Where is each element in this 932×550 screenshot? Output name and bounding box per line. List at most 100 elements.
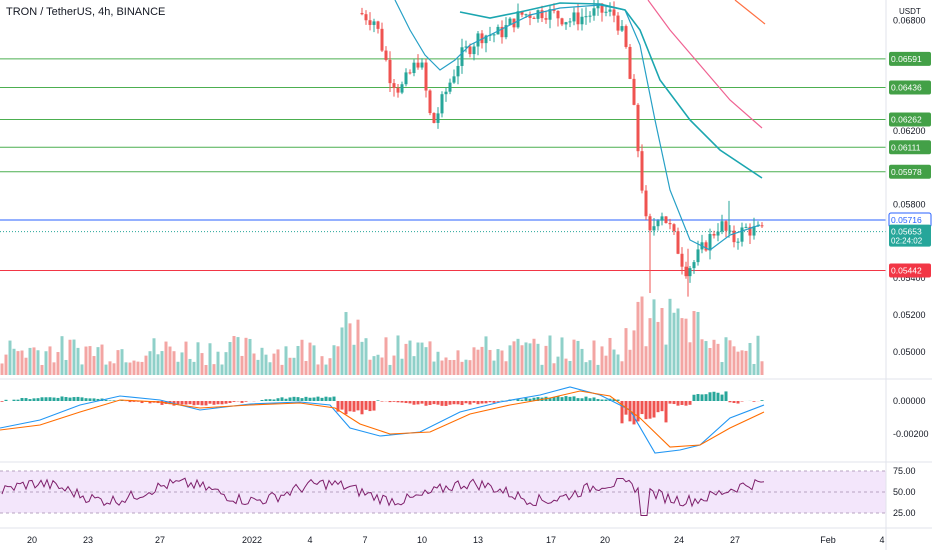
price-labels: 0.06591 0.06436 0.06262 0.06111 0.05978 0.057…	[888, 51, 932, 278]
volume-bar	[444, 357, 448, 375]
macd-histogram-bar	[672, 401, 676, 405]
volume-bar	[656, 321, 660, 375]
macd-histogram-bar	[32, 398, 36, 401]
macd-line	[0, 386, 765, 454]
macd-histogram-bar	[276, 398, 280, 401]
candle-body	[520, 11, 524, 15]
candle-body	[744, 226, 748, 228]
volume-bar	[512, 341, 516, 375]
price-tick-label: 0.06800	[893, 15, 926, 25]
volume-bar	[616, 354, 620, 375]
candle-body	[632, 78, 636, 105]
candle-body	[404, 72, 408, 85]
volume-bar	[164, 341, 168, 375]
macd-histogram-bar	[396, 401, 400, 403]
macd-histogram-bar	[288, 397, 292, 401]
volume-bar	[32, 347, 36, 375]
macd-histogram-bar	[284, 398, 288, 401]
macd-histogram-bar	[736, 401, 740, 404]
macd-histogram-bar	[312, 397, 316, 401]
volume-bar	[624, 328, 628, 375]
candle-body	[548, 9, 552, 20]
volume-bar	[4, 354, 8, 375]
macd-histogram-bar	[96, 398, 100, 401]
volume-bar	[192, 361, 196, 375]
macd-histogram-bar	[632, 401, 636, 425]
candle-body	[464, 46, 468, 48]
candle-body	[600, 3, 604, 13]
macd-histogram-bar	[584, 396, 588, 401]
candle-body	[680, 253, 684, 267]
rsi-tick-label: 50.00	[893, 487, 916, 497]
macd-histogram-bar	[372, 401, 376, 411]
volume-bar	[500, 350, 504, 375]
chart-title: TRON / TetherUS, 4h, BINANCE	[6, 6, 166, 18]
volume-bar	[336, 346, 340, 375]
volume-bar	[600, 346, 604, 375]
candle-body	[408, 72, 412, 74]
volume-bar	[280, 364, 284, 375]
volume-bar	[8, 340, 12, 375]
volume-bar	[732, 346, 736, 375]
candle-body	[732, 230, 736, 243]
candle-body	[736, 241, 740, 243]
macd-histogram-bar	[536, 397, 540, 401]
blue-level-label: 0.05716	[891, 215, 922, 225]
red-level-label-box	[889, 263, 931, 278]
candle-body	[716, 231, 720, 236]
volume-bar	[608, 337, 612, 375]
macd-histogram-bar	[572, 396, 576, 401]
volume-bar	[312, 345, 316, 375]
macd-histogram-bar	[208, 401, 212, 404]
macd-histogram-bar	[716, 392, 720, 401]
volume-bar	[300, 339, 304, 375]
volume-bar	[568, 360, 572, 375]
macd-histogram-bar	[412, 401, 416, 405]
volume-bar	[440, 360, 444, 375]
candle-body	[576, 12, 580, 25]
volume-bar	[180, 352, 184, 375]
volume-bar	[240, 355, 244, 375]
volume-bar	[52, 362, 56, 375]
volume-bar	[660, 308, 664, 375]
candle-body	[384, 50, 388, 60]
macd-histogram-bar	[244, 401, 248, 402]
volume-bar	[476, 349, 480, 375]
macd-histogram-bar	[316, 396, 320, 401]
macd-histogram-bar	[476, 401, 480, 405]
candle-body	[460, 47, 464, 66]
macd-histogram-bar	[464, 401, 468, 404]
macd-histogram-bar	[720, 394, 724, 401]
macd-histogram-bar	[304, 396, 308, 401]
macd-histogram-bar	[24, 398, 28, 401]
candle-body	[696, 249, 700, 263]
macd-histogram-bar	[708, 392, 712, 401]
volume-bar	[68, 339, 72, 375]
macd-histogram-bar	[364, 401, 368, 410]
candle-body	[360, 13, 364, 15]
volume-bar	[528, 343, 532, 375]
volume-bar	[584, 362, 588, 375]
macd-histogram-bar	[656, 401, 660, 413]
macd-histogram-bar	[548, 397, 552, 401]
macd-histogram-bar	[668, 401, 672, 404]
macd-histogram-bar	[620, 401, 624, 424]
volume-bar	[124, 362, 128, 375]
macd-histogram-bar	[660, 401, 664, 412]
macd-histogram-bar	[704, 394, 708, 401]
macd-histogram-bar	[612, 399, 616, 401]
volume-bar	[384, 337, 388, 375]
macd-histogram-bar	[556, 396, 560, 401]
candle-body	[368, 20, 372, 25]
ma-mid-line	[459, 2, 763, 179]
green-level-label: 0.06262	[891, 114, 922, 124]
macd-histogram-bar	[400, 401, 404, 403]
volume-bar	[548, 335, 552, 375]
volume-bar	[20, 350, 24, 375]
volume-bar	[588, 360, 592, 375]
x-axis-label: 17	[546, 535, 556, 545]
volume-bar	[720, 362, 724, 375]
volume-bar	[744, 350, 748, 375]
